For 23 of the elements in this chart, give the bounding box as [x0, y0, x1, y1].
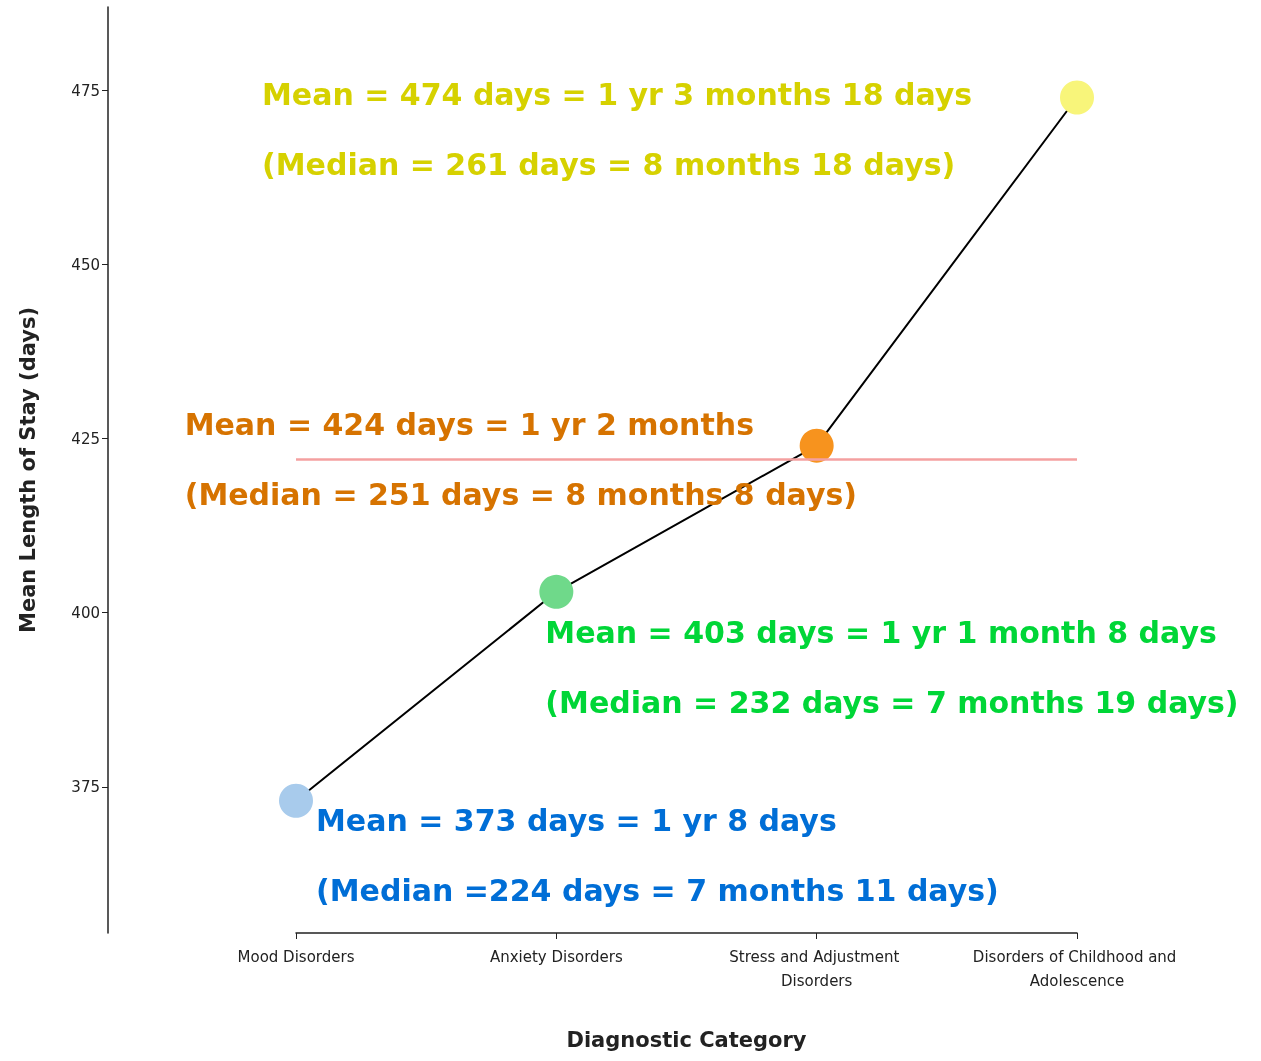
point — [799, 428, 834, 463]
point — [1060, 80, 1094, 115]
annotation: (Median = 261 days = 8 months 18 days) — [262, 147, 956, 183]
annotation: Mean = 474 days = 1 yr 3 months 18 days — [262, 77, 973, 113]
annotation: Mean = 424 days = 1 yr 2 months — [184, 407, 755, 443]
x-tick-label: Stress and Adjustment Disorders — [729, 948, 905, 990]
point — [279, 783, 313, 818]
x-axis-title: Diagnostic Category — [566, 1027, 807, 1052]
annotation: (Median = 232 days = 7 months 19 days) — [545, 685, 1239, 721]
y-axis-title: Mean Length of Stay (days) — [15, 307, 40, 633]
x-tick-label: Disorders of Childhood and Adolescence — [972, 948, 1182, 990]
x-tick-label: Anxiety Disorders — [489, 948, 623, 966]
annotation: Mean = 373 days = 1 yr 8 days — [316, 803, 837, 839]
y-tick-label: 400 — [71, 603, 100, 622]
y-tick-label: 450 — [71, 255, 100, 274]
annotation: (Median = 251 days = 8 months 8 days) — [184, 477, 858, 513]
y-tick-label: 475 — [71, 81, 100, 100]
y-tick-label: 425 — [71, 429, 100, 448]
annotation: Mean = 403 days = 1 yr 1 month 8 days — [545, 615, 1217, 651]
x-tick-label: Mood Disorders — [237, 948, 355, 966]
point — [539, 574, 574, 609]
annotation: (Median =224 days = 7 months 11 days) — [316, 873, 999, 909]
y-tick-label: 375 — [71, 777, 100, 796]
